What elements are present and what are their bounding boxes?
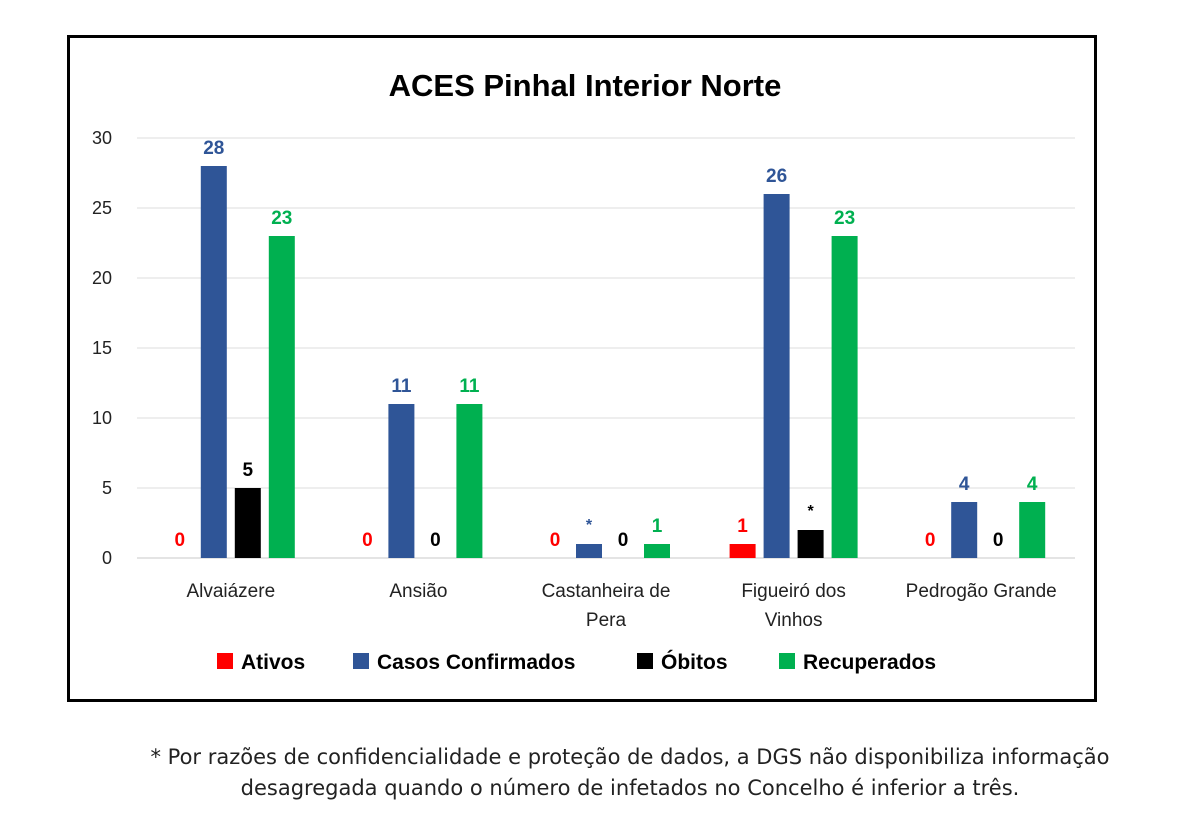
data-label: 4: [1027, 474, 1038, 495]
chart-frame: ACES Pinhal Interior Norte 0 5 10 15 20 25 30 0 2…: [67, 35, 1097, 702]
legend-swatch: [779, 653, 795, 669]
data-label: 0: [550, 530, 561, 551]
x-tick-label: Figueiró dos: [741, 581, 846, 602]
bar: [234, 488, 261, 558]
data-label: 0: [618, 530, 629, 551]
data-label: 5: [243, 460, 254, 481]
bar: [729, 544, 756, 558]
bar: [831, 236, 858, 558]
data-label: 4: [959, 474, 970, 495]
legend-label: Recuperados: [803, 651, 936, 674]
data-label: *: [807, 503, 814, 520]
y-tick-label: 20: [92, 268, 112, 288]
bar: [763, 194, 790, 558]
bar: [797, 530, 824, 558]
data-label: 0: [175, 530, 186, 551]
bar-chart: ACES Pinhal Interior Norte05101520253002…: [92, 68, 1075, 674]
bar: [268, 236, 295, 558]
legend-swatch: [353, 653, 369, 669]
x-tick-label: Pedrogão Grande: [906, 581, 1057, 602]
data-label: 1: [652, 516, 663, 537]
y-tick-label: 25: [92, 198, 112, 218]
bar: [456, 404, 483, 558]
y-tick-label: 15: [92, 338, 112, 358]
data-label: 11: [459, 376, 480, 397]
chart-title: ACES Pinhal Interior Norte: [389, 68, 782, 103]
x-tick-label: Alvaiázere: [186, 581, 275, 602]
data-label: 0: [925, 530, 936, 551]
legend-label: Óbitos: [661, 650, 728, 674]
footnote: * Por razões de confidencialidade e prot…: [60, 742, 1200, 804]
data-label: 23: [834, 208, 855, 229]
y-tick-label: 5: [102, 478, 112, 498]
y-tick-label: 30: [92, 128, 112, 148]
bar: [388, 404, 415, 558]
bar: [200, 166, 227, 558]
legend-label: Ativos: [241, 651, 305, 674]
data-label: 0: [362, 530, 373, 551]
bar: [1019, 502, 1046, 558]
legend-swatch: [217, 653, 233, 669]
footnote-line-1: * Por razões de confidencialidade e prot…: [150, 745, 1110, 769]
bar: [644, 544, 670, 558]
legend-label: Casos Confirmados: [377, 651, 575, 674]
x-tick-label: Pera: [586, 610, 627, 631]
data-label: 11: [391, 376, 412, 397]
data-label: 26: [766, 166, 787, 187]
y-tick-label: 10: [92, 408, 112, 428]
legend-swatch: [637, 653, 653, 669]
data-label: 23: [271, 208, 292, 229]
x-tick-label: Ansião: [389, 581, 447, 602]
footnote-line-2: desagregada quando o número de infetados…: [240, 776, 1020, 800]
data-label: *: [586, 517, 593, 534]
data-label: 0: [993, 530, 1004, 551]
data-label: 1: [737, 516, 748, 537]
data-label: 0: [430, 530, 441, 551]
x-tick-label: Castanheira de: [542, 581, 671, 602]
x-tick-label: Vinhos: [765, 610, 823, 631]
bar: [576, 544, 602, 558]
data-label: 28: [203, 138, 224, 159]
y-tick-label: 0: [102, 548, 112, 568]
bar: [951, 502, 978, 558]
